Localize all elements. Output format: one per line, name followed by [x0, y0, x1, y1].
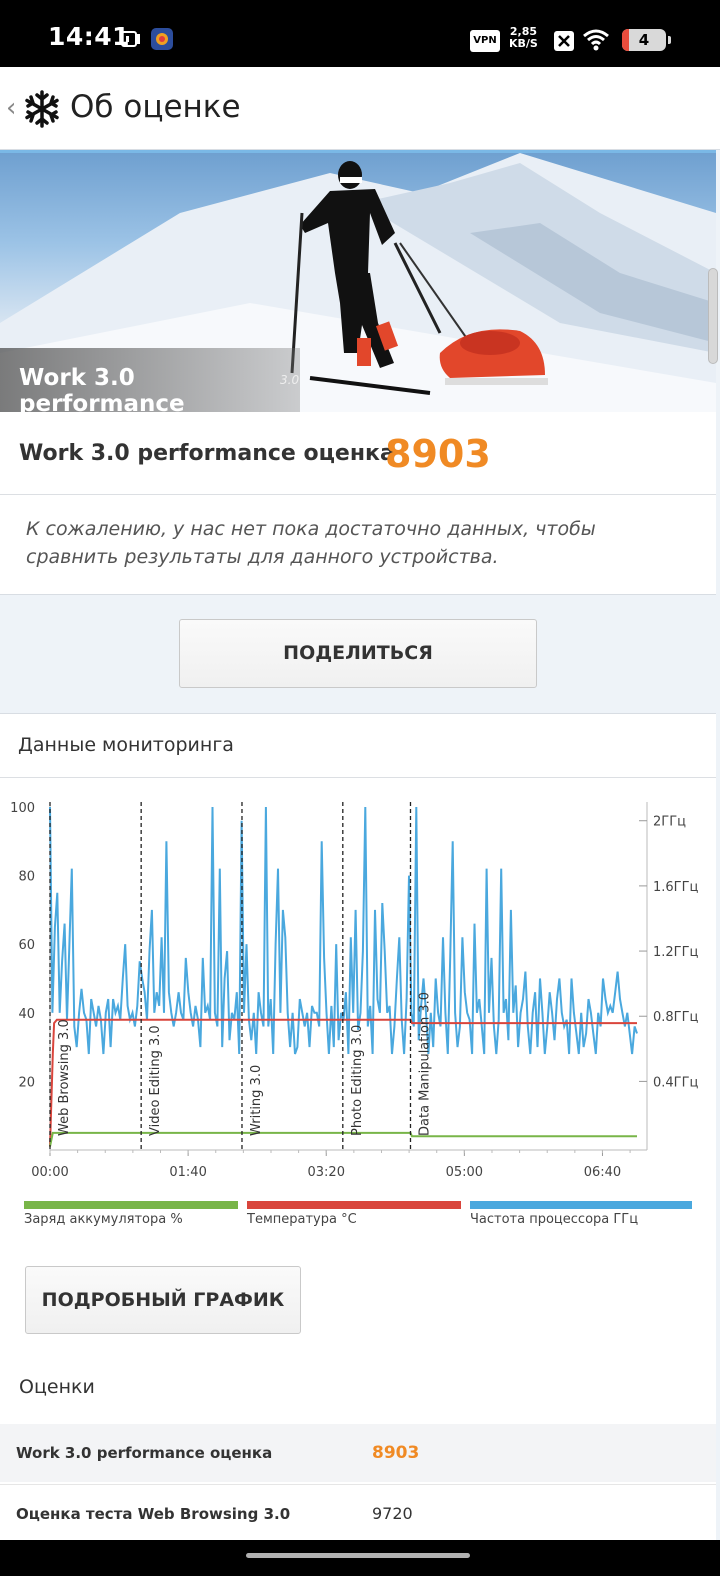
score-row-label: Work 3.0 performance оценка [16, 1444, 273, 1462]
x-tick-label: 01:40 [169, 1165, 206, 1180]
home-gesture-bar[interactable] [246, 1553, 470, 1558]
x-tick-label: 05:00 [446, 1165, 483, 1180]
y-left-tick-label: 80 [18, 870, 35, 885]
y-right-tick-label: 2ГГц [653, 815, 686, 830]
monitoring-chart: 100 80 60 40 20 2ГГц 1.6ГГц 1.2ГГц 0.8ГГц 0.4ГГц 0… [10, 801, 699, 1180]
speed-unit: KB/S [509, 37, 538, 50]
series-cpu-frequency-line [49, 806, 638, 1055]
vpn-icon: VPN [470, 30, 500, 52]
phase-label: Data Manipulation 3.0 [417, 992, 432, 1136]
battery-indicator: 4 [622, 29, 666, 51]
status-bar: 14:41 VPN 2,85 KB/S 4 [0, 0, 720, 67]
phase-label: Photo Editing 3.0 [350, 1025, 365, 1136]
comparison-note: К сожалению, у нас нет пока достаточно д… [26, 518, 596, 568]
score-row-value: 9720 [372, 1504, 413, 1523]
score-card: Work 3.0 performance оценка 8903 К сожал… [0, 412, 716, 595]
wifi-icon [583, 29, 609, 51]
y-right-tick-label: 1.2ГГц [653, 945, 699, 960]
legend-battery-label: Заряд аккумулятора % [24, 1212, 183, 1227]
skier-illustration [0, 153, 716, 412]
series-temperature-line [49, 1018, 637, 1147]
share-button[interactable]: ПОДЕЛИТЬСЯ [179, 619, 537, 688]
y-right-tick-label: 0.4ГГц [653, 1075, 699, 1090]
monitoring-title: Данные мониторинга [18, 734, 234, 756]
y-left-tick-label: 100 [10, 801, 35, 816]
legend-battery: Заряд аккумулятора % [24, 1201, 238, 1231]
legend-temperature-swatch [247, 1201, 461, 1209]
score-label: Work 3.0 performance оценка [19, 441, 395, 466]
phase-label: Web Browsing 3.0 [57, 1019, 72, 1136]
legend-cpu-swatch [470, 1201, 692, 1209]
divider [0, 777, 716, 778]
y-left-tick-label: 60 [18, 938, 35, 953]
phase-label: Video Editing 3.0 [148, 1025, 163, 1136]
phase-label: Writing 3.0 [249, 1065, 264, 1136]
divider [0, 494, 716, 495]
scores-title: Оценки [19, 1376, 95, 1398]
hero-version: 3.0 [280, 373, 300, 387]
scrollbar-thumb[interactable] [708, 268, 718, 364]
score-value: 8903 [385, 432, 491, 476]
y-right-tick-label: 1.6ГГц [653, 880, 699, 895]
score-row-value: 8903 [372, 1443, 420, 1463]
y-left-tick-label: 40 [18, 1007, 35, 1022]
speed-value: 2,85 [509, 25, 537, 38]
x-tick-label: 00:00 [31, 1165, 68, 1180]
system-nav-bar [0, 1540, 720, 1576]
app-notification-icon [151, 28, 173, 50]
network-speed: 2,85 KB/S [509, 26, 538, 50]
snowflake-icon [25, 90, 59, 128]
legend-temperature: Температура °C [247, 1201, 461, 1231]
battery-tip [668, 36, 671, 44]
legend-battery-swatch [24, 1201, 238, 1209]
score-row-label: Оценка теста Web Browsing 3.0 [16, 1505, 291, 1523]
detailed-chart-button[interactable]: ПОДРОБНЫЙ ГРАФИК [25, 1266, 301, 1334]
table-row: Оценка теста Web Browsing 3.0 9720 [0, 1484, 716, 1542]
x-tick-label: 03:20 [308, 1165, 345, 1180]
hero-test-name: Work 3.0 performance [19, 365, 185, 412]
status-time: 14:41 [48, 22, 131, 51]
battery-level [622, 29, 629, 51]
table-row: Work 3.0 performance оценка 8903 [0, 1424, 716, 1482]
y-right-tick-label: 0.8ГГц [653, 1010, 699, 1025]
hero-label: Work 3.0 performance 3.0 [0, 348, 300, 412]
legend-cpu: Частота процессора ГГц [470, 1201, 692, 1231]
y-left-tick-label: 20 [18, 1075, 35, 1090]
x-tick-label: 06:40 [584, 1165, 621, 1180]
series-battery-line [49, 1131, 637, 1147]
notification-app-icon [121, 31, 140, 47]
legend-temperature-label: Температура °C [247, 1212, 357, 1227]
app-bar: ‹ Об оценке [0, 67, 720, 150]
battery-percent: 4 [638, 31, 650, 49]
page-title: Об оценке [70, 89, 241, 125]
hero-banner: Work 3.0 performance 3.0 [0, 150, 716, 412]
back-button[interactable]: ‹ [6, 93, 17, 123]
legend-cpu-label: Частота процессора ГГц [470, 1212, 639, 1227]
close-box-icon [554, 31, 574, 51]
